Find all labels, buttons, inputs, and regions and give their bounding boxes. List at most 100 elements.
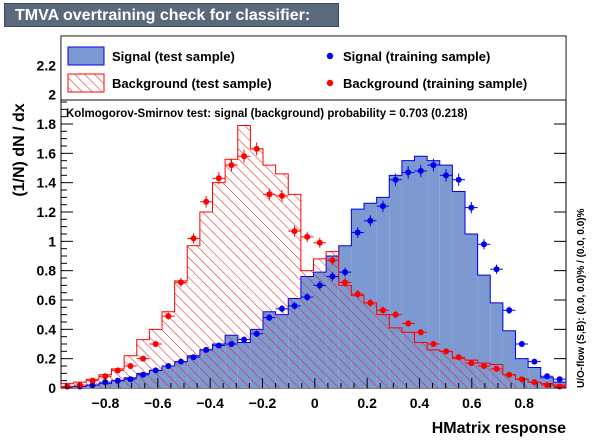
- background-train-point: [114, 367, 121, 374]
- signal-train-point: [379, 203, 386, 210]
- signal-train-point: [354, 229, 361, 236]
- background-test-bar: [427, 349, 440, 388]
- background-train-point: [165, 313, 172, 320]
- background-test-bar: [376, 314, 390, 388]
- signal-train-point: [278, 305, 285, 312]
- legend-label-signal-train: Signal (training sample): [343, 49, 490, 64]
- background-test-bar: [414, 342, 428, 388]
- signal-test-bar: [414, 156, 428, 388]
- signal-test-bar: [401, 160, 415, 388]
- background-test-bar: [199, 212, 213, 388]
- signal-train-point: [291, 302, 298, 309]
- legend: Signal (test sample) Background (test sa…: [60, 35, 567, 101]
- y-tick-label: 0.2: [37, 351, 57, 367]
- background-train-point: [152, 341, 159, 347]
- background-test-bar: [237, 125, 251, 388]
- legend-marker-signal-train: [326, 52, 334, 60]
- ks-test-text: Kolmogorov-Smirnov test: signal (backgro…: [66, 108, 468, 120]
- background-test-bar: [250, 148, 263, 388]
- signal-test-bar: [452, 191, 465, 388]
- signal-test-bar: [465, 234, 478, 388]
- background-train-point: [518, 376, 525, 383]
- signal-train-point: [367, 217, 374, 224]
- signal-train-point: [430, 162, 437, 169]
- axes: −0.8 −0.6 −0.4 −0.2 0 0.2 0.4 0.6 0.8 0 0.2 0.4 0.6 0…: [37, 36, 566, 411]
- background-train-point: [367, 299, 374, 306]
- background-train-point: [480, 363, 487, 369]
- background-train-point: [531, 379, 538, 386]
- background-train-point: [278, 192, 285, 199]
- background-test-bar: [162, 311, 175, 388]
- y-tick-label: 1.6: [37, 145, 57, 161]
- background-train-point: [405, 320, 412, 327]
- background-test-bar: [225, 159, 238, 388]
- background-test-bar: [477, 363, 491, 388]
- signal-train-point: [544, 373, 551, 380]
- signal-train-point: [215, 342, 222, 349]
- background-train-point: [316, 239, 323, 246]
- background-train-point: [89, 377, 96, 384]
- signal-train-point: [480, 241, 487, 248]
- background-test-bar: [452, 358, 465, 388]
- signal-train-point: [392, 176, 399, 183]
- background-train-point: [443, 348, 450, 355]
- x-tick-label: −0.6: [144, 395, 172, 411]
- x-axis-title: HMatrix response: [432, 420, 566, 437]
- background-train-point: [392, 311, 399, 318]
- background-test-bar: [351, 295, 364, 388]
- background-train-points: [61, 142, 566, 390]
- legend-label-signal-test: Signal (test sample): [112, 49, 235, 64]
- background-test-bar: [338, 285, 352, 388]
- y-tick-label: 0: [48, 380, 56, 396]
- y-tick-label: 0.8: [37, 263, 57, 279]
- signal-train-point: [228, 341, 235, 347]
- signal-train-point: [506, 307, 513, 314]
- legend-label-background-train: Background (training sample): [343, 76, 527, 91]
- background-train-point: [455, 354, 462, 361]
- y-tick-label: 0.4: [37, 321, 57, 337]
- x-tick-label: 0.4: [410, 395, 430, 411]
- background-train-point: [127, 363, 134, 369]
- signal-train-point: [140, 371, 147, 378]
- background-train-point: [329, 257, 336, 264]
- background-train-point: [379, 307, 386, 314]
- background-train-point: [291, 228, 298, 235]
- y-tick-label: 2.2: [37, 57, 57, 73]
- signal-train-point: [190, 354, 197, 361]
- background-train-point: [544, 382, 551, 389]
- background-test-bar: [465, 360, 478, 388]
- background-test-bar: [401, 332, 415, 388]
- signal-train-point: [518, 341, 525, 347]
- signal-train-point: [493, 266, 500, 273]
- background-train-point: [266, 191, 273, 198]
- signal-train-point: [455, 176, 462, 183]
- background-test-bar: [187, 245, 200, 388]
- background-train-point: [177, 279, 184, 286]
- signal-train-point: [241, 336, 248, 343]
- legend-marker-background-train: [326, 79, 334, 87]
- background-train-point: [493, 365, 500, 372]
- signal-train-point: [405, 169, 412, 176]
- x-tick-label: 0.8: [514, 395, 534, 411]
- overflow-side-text: U/O-flow (S,B): (0.0, 0.0)% / (0.0, 0.0)…: [576, 208, 587, 388]
- x-tick-label: −0.4: [196, 395, 224, 411]
- legend-swatch-background-test: [67, 73, 105, 93]
- x-tick-label: 0: [311, 395, 319, 411]
- signal-train-point: [342, 269, 349, 276]
- plot-area: −0.8 −0.6 −0.4 −0.2 0 0.2 0.4 0.6 0.8 0 0.2 0.4 0.6 0…: [37, 35, 567, 411]
- y-tick-label: 2: [48, 87, 56, 103]
- background-train-point: [241, 153, 248, 160]
- signal-test-bar: [477, 275, 491, 388]
- signal-train-point: [316, 282, 323, 289]
- y-tick-label: 1.4: [37, 175, 57, 191]
- x-tick-label: 0.2: [357, 395, 377, 411]
- signal-train-points: [61, 158, 566, 390]
- background-test-bar: [313, 258, 327, 388]
- y-tick-label: 0.6: [37, 292, 57, 308]
- background-train-point: [342, 279, 349, 286]
- background-train-point: [64, 383, 71, 390]
- x-tick-label: 0.6: [462, 395, 482, 411]
- background-train-point: [190, 235, 197, 242]
- background-train-point: [354, 291, 361, 298]
